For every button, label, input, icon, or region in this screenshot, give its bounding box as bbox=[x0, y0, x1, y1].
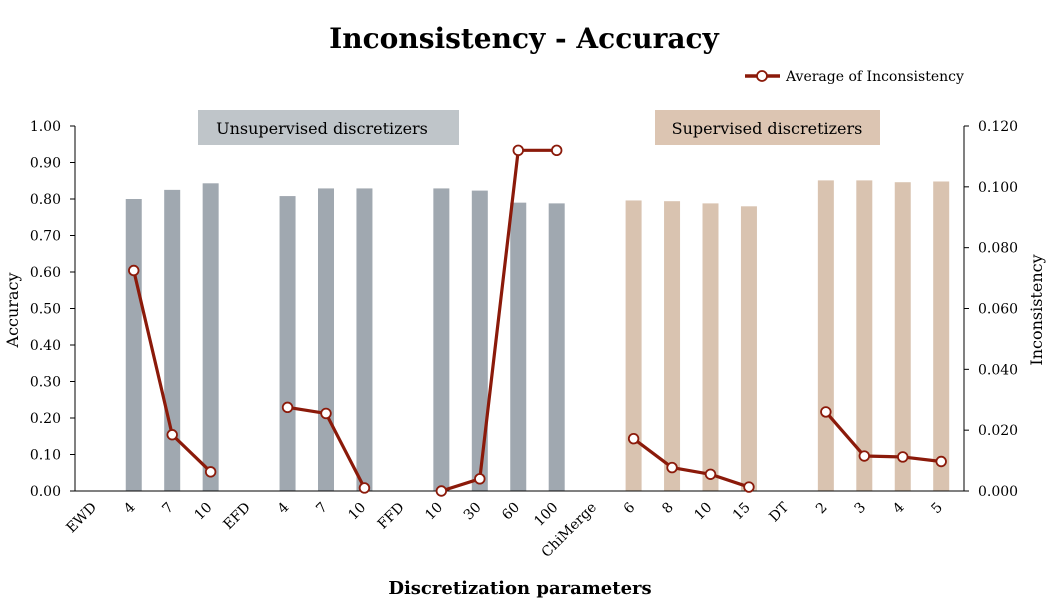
accuracy-bar bbox=[625, 200, 642, 491]
y-tick-label: 0.70 bbox=[30, 229, 61, 245]
inconsistency-point bbox=[858, 450, 871, 462]
inconsistency-point bbox=[204, 466, 217, 478]
y2-tick-label: 0.120 bbox=[978, 119, 1018, 135]
accuracy-bar bbox=[164, 189, 181, 491]
inconsistency-line-segment bbox=[440, 148, 557, 493]
inconsistency-point bbox=[512, 144, 524, 157]
x-tick-label: FFD bbox=[375, 500, 408, 533]
accuracy-bar bbox=[817, 180, 834, 491]
x-tick-label: 7 bbox=[159, 500, 177, 518]
group-label-unsupervised-box bbox=[198, 110, 459, 145]
x-tick-label: 4 bbox=[275, 499, 293, 517]
x-tick-label: 100 bbox=[531, 500, 561, 530]
y-tick-label: 0.10 bbox=[30, 448, 61, 464]
inconsistency-point bbox=[666, 461, 678, 474]
y2-tick-label: 0.020 bbox=[978, 423, 1018, 439]
x-tick-label: DT bbox=[766, 499, 792, 525]
x-tick-label: 15 bbox=[730, 500, 754, 524]
inconsistency-point bbox=[320, 407, 332, 420]
group-label-supervised-text: Supervised discretizers bbox=[672, 119, 863, 138]
y-tick-label: 0.20 bbox=[30, 411, 61, 427]
x-tick-label: 30 bbox=[461, 500, 485, 524]
accuracy-bar bbox=[856, 180, 873, 491]
x-axis-title: Discretization parameters bbox=[388, 578, 651, 599]
legend-label: Average of Inconsistency bbox=[785, 69, 964, 85]
inconsistency-point bbox=[358, 482, 371, 494]
y2-tick-label: 0.040 bbox=[978, 362, 1018, 378]
accuracy-bar bbox=[279, 196, 296, 491]
accuracy-bar bbox=[125, 199, 142, 491]
accuracy-bar bbox=[433, 188, 450, 492]
x-tick-label: 60 bbox=[499, 500, 523, 524]
inconsistency-point bbox=[128, 264, 140, 277]
inconsistency-point bbox=[897, 451, 909, 463]
x-tick-label: EWD bbox=[63, 500, 100, 537]
group-label-unsupervised-text: Unsupervised discretizers bbox=[216, 119, 428, 138]
accuracy-bar bbox=[510, 202, 527, 491]
y2-tick-label: 0.080 bbox=[978, 241, 1018, 257]
legend-marker-swatch bbox=[756, 70, 768, 82]
accuracy-bar bbox=[318, 188, 334, 492]
accuracy-bar bbox=[356, 188, 373, 492]
y-tick-label: 0.60 bbox=[30, 265, 61, 281]
y-tick-label: 0.50 bbox=[30, 302, 61, 318]
x-tick-label: 10 bbox=[691, 500, 715, 524]
x-tick-label: 4 bbox=[890, 499, 908, 517]
group-label-supervised: Supervised discretizers bbox=[655, 110, 880, 145]
x-tick-label: 2 bbox=[813, 500, 831, 518]
accuracy-bar bbox=[664, 201, 681, 491]
inconsistency-line-segment bbox=[824, 410, 942, 464]
accuracy-bar bbox=[471, 190, 488, 492]
x-tick-label: 10 bbox=[345, 500, 369, 524]
x-tick-label: 10 bbox=[192, 500, 216, 524]
y-tick-label: 1.00 bbox=[30, 119, 61, 135]
inconsistency-point bbox=[820, 406, 832, 418]
y-tick-label: 0.40 bbox=[30, 338, 61, 354]
inconsistency-point bbox=[551, 144, 563, 157]
x-tick-label: 8 bbox=[659, 500, 677, 518]
y-axis-title-left: Accuracy bbox=[3, 273, 22, 349]
y2-tick-label: 0.100 bbox=[978, 180, 1018, 196]
group-label-supervised-box bbox=[655, 110, 880, 145]
group-label-unsupervised: Unsupervised discretizers bbox=[198, 110, 459, 145]
inconsistency-point bbox=[627, 432, 640, 445]
x-tick-label: EFD bbox=[221, 500, 254, 533]
accuracy-bar bbox=[202, 183, 219, 491]
x-tick-label: 7 bbox=[313, 500, 331, 518]
x-tick-label: 10 bbox=[422, 500, 446, 524]
y2-tick-label: 0.000 bbox=[978, 484, 1018, 500]
inconsistency-point bbox=[743, 481, 755, 493]
accuracy-bar bbox=[740, 206, 757, 492]
y-tick-label: 0.00 bbox=[30, 484, 61, 500]
y2-tick-label: 0.060 bbox=[978, 302, 1018, 318]
line-series-inconsistency bbox=[128, 144, 947, 497]
accuracy-bar bbox=[548, 203, 565, 491]
inconsistency-point bbox=[704, 468, 717, 480]
inconsistency-point bbox=[935, 455, 947, 468]
bar-series bbox=[125, 180, 950, 492]
inconsistency-point bbox=[281, 401, 294, 414]
y-tick-label: 0.30 bbox=[30, 375, 61, 391]
y-tick-label: 0.90 bbox=[30, 156, 61, 172]
x-tick-label: 5 bbox=[928, 500, 946, 518]
y-axis-title-right: Inconsistency bbox=[1027, 254, 1046, 365]
x-tick-label: 6 bbox=[621, 499, 639, 517]
legend: Average of Inconsistency bbox=[745, 69, 964, 85]
x-tick-label: 3 bbox=[852, 500, 870, 518]
accuracy-bar bbox=[933, 181, 950, 492]
accuracy-bar bbox=[894, 182, 911, 491]
y-tick-label: 0.80 bbox=[30, 192, 61, 208]
accuracy-bar bbox=[702, 203, 719, 491]
x-tick-label: 4 bbox=[121, 499, 139, 517]
inconsistency-point bbox=[435, 485, 448, 497]
chart-title: Inconsistency - Accuracy bbox=[329, 22, 719, 55]
inconsistency-point bbox=[166, 429, 178, 441]
inconsistency-point bbox=[474, 473, 486, 485]
inconsistency-line-segment bbox=[632, 437, 750, 489]
